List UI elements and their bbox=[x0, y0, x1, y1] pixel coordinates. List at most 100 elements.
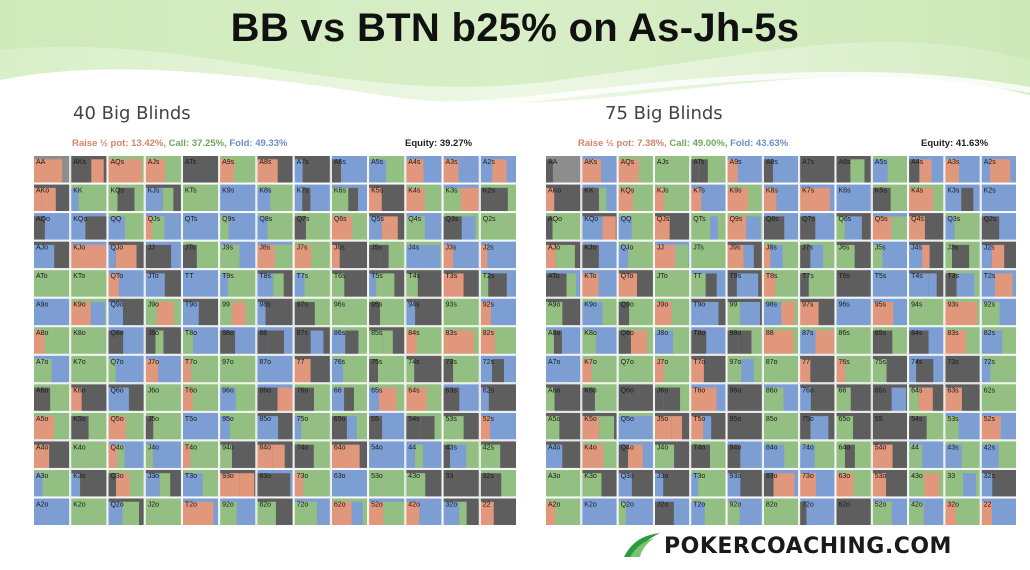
cell-border bbox=[980, 411, 1017, 441]
hand-cell-A5o: A5o bbox=[545, 411, 582, 441]
cell-border bbox=[690, 212, 727, 241]
hand-cell-53s: 53s bbox=[944, 411, 981, 441]
hand-cell-J9s: J9s bbox=[726, 240, 763, 270]
cell-border bbox=[293, 183, 331, 213]
cell-border bbox=[762, 354, 800, 384]
hand-label: K9s bbox=[222, 188, 235, 195]
hand-label: 76o bbox=[297, 387, 309, 394]
strategy-bar bbox=[293, 501, 307, 526]
hand-cell-99: 99 bbox=[219, 297, 257, 327]
hand-label: J7o bbox=[657, 359, 668, 366]
hand-cell-A6o: A6o bbox=[545, 383, 582, 412]
strategy-bar bbox=[346, 416, 357, 441]
strategy-bar bbox=[256, 416, 279, 441]
call-stat: Call: 37.25%, bbox=[168, 138, 227, 149]
cell-border bbox=[762, 297, 800, 327]
cell-border bbox=[293, 326, 331, 355]
strategy-bar bbox=[273, 273, 284, 298]
strategy-bar bbox=[181, 216, 204, 241]
hand-label: 74o bbox=[802, 444, 814, 451]
cell-border bbox=[405, 468, 443, 498]
hand-cell-85o: 85o bbox=[256, 411, 294, 441]
strategy-bar bbox=[871, 359, 887, 384]
hand-cell-98o: 98o bbox=[219, 326, 257, 355]
strategy-bar bbox=[743, 244, 754, 270]
hand-cell-K3o: K3o bbox=[581, 468, 618, 498]
strategy-bar bbox=[348, 187, 359, 213]
cell-border bbox=[726, 411, 763, 441]
strategy-bar bbox=[710, 216, 718, 241]
hand-cell-74s: 74s bbox=[908, 354, 945, 384]
strategy-bar bbox=[479, 187, 498, 213]
cell-border bbox=[944, 383, 981, 412]
hand-label: J7o bbox=[148, 359, 159, 366]
hand-cell-A4s: A4s bbox=[405, 155, 443, 184]
cell-border bbox=[33, 468, 71, 498]
cell-border bbox=[107, 354, 145, 384]
strategy-bar bbox=[310, 330, 324, 355]
hand-cell-83o: 83o bbox=[256, 468, 294, 498]
cell-border bbox=[690, 183, 727, 213]
hand-label: Q8s bbox=[259, 216, 272, 223]
hand-cell-43s: 43s bbox=[944, 440, 981, 469]
cell-border bbox=[479, 269, 517, 298]
cell-border bbox=[908, 411, 945, 441]
strategy-bar bbox=[762, 244, 771, 270]
cell-border bbox=[181, 297, 220, 327]
strategy-bar bbox=[442, 330, 460, 355]
hand-cell-AJs: AJs bbox=[653, 155, 691, 184]
strategy-bar bbox=[762, 330, 777, 355]
hand-label: Q7s bbox=[297, 216, 310, 223]
strategy-bar bbox=[944, 444, 962, 469]
strategy-bar bbox=[256, 330, 268, 355]
hand-cell-QJs: QJs bbox=[144, 212, 182, 241]
strategy-bar bbox=[368, 244, 381, 270]
hand-label: Q2o bbox=[110, 501, 123, 508]
cell-border bbox=[980, 212, 1017, 241]
strategy-bar bbox=[581, 359, 592, 384]
strategy-bar bbox=[152, 216, 165, 241]
strategy-bar bbox=[235, 330, 254, 355]
hand-cell-K7s: K7s bbox=[293, 183, 331, 213]
hand-label: 94o bbox=[730, 444, 742, 451]
cell-border bbox=[762, 155, 800, 184]
cell-border bbox=[545, 183, 582, 213]
hand-label: Q9s bbox=[222, 216, 235, 223]
cell-border bbox=[33, 326, 71, 355]
raise-stat: Raise ½ pot: 7.38%, bbox=[578, 138, 667, 149]
hand-cell-K7o: K7o bbox=[70, 354, 108, 384]
hand-label: K4s bbox=[911, 188, 924, 195]
hand-cell-K5o: K5o bbox=[70, 411, 108, 441]
cell-border bbox=[256, 269, 294, 298]
cell-border bbox=[107, 440, 145, 469]
hand-label: 64o bbox=[334, 444, 346, 451]
hand-cell-22: 22 bbox=[479, 497, 517, 526]
cell-border bbox=[479, 326, 517, 355]
hand-cell-TT: TT bbox=[181, 269, 220, 298]
cell-border bbox=[219, 411, 257, 441]
hand-label: QTs bbox=[185, 216, 198, 223]
cell-border bbox=[545, 383, 582, 412]
cell-border bbox=[799, 155, 836, 184]
hand-cell-T8o: T8o bbox=[181, 326, 220, 355]
strategy-bar bbox=[405, 387, 427, 412]
hand-cell-44: 44 bbox=[405, 440, 443, 469]
hand-cell-83o: 83o bbox=[762, 468, 800, 498]
hand-label: 83o bbox=[766, 473, 778, 480]
strategy-bar bbox=[232, 301, 246, 327]
hand-cell-74o: 74o bbox=[293, 440, 331, 469]
hand-cell-KJs: KJs bbox=[144, 183, 182, 213]
hand-label: 52o bbox=[875, 501, 887, 508]
hand-label: 62s bbox=[984, 387, 996, 394]
hand-cell-43o: 43o bbox=[908, 468, 945, 498]
hand-label: A8s bbox=[766, 159, 779, 166]
hand-cell-ATo: ATo bbox=[545, 269, 582, 298]
strategy-bar bbox=[980, 416, 1001, 441]
strategy-bar bbox=[479, 159, 493, 184]
hand-label: A4o bbox=[548, 444, 561, 451]
hand-label: KJs bbox=[657, 188, 669, 195]
cell-border bbox=[835, 497, 872, 526]
hand-label: 93o bbox=[730, 473, 742, 480]
hand-label: 43s bbox=[947, 444, 959, 451]
strategy-bar bbox=[952, 244, 970, 270]
